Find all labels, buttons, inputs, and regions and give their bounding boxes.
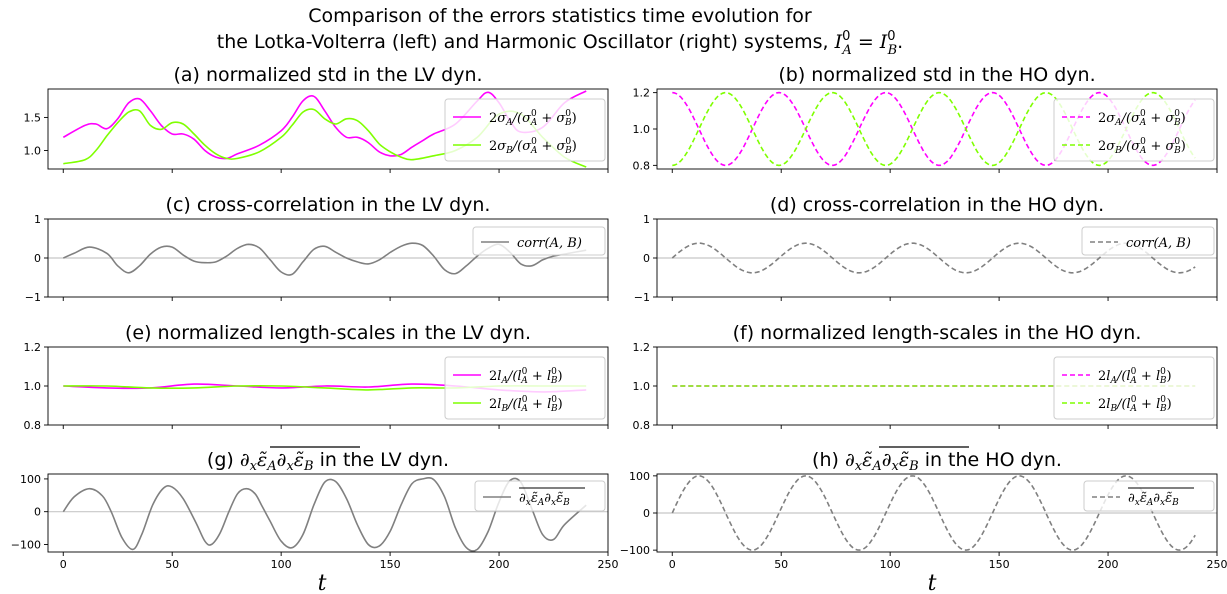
panel-title: (b) normalized std in the HO dyn.: [778, 64, 1095, 86]
legend-box: [1083, 480, 1215, 512]
panel-g: (g) ∂xε̃A∂xε̃B in the LV dyn. −100 0 100 0 50…: [11, 446, 619, 571]
legend: 2σA/(σ0 A + σ0 B) 2σB/(σ0 A + σ0 B): [1053, 98, 1215, 162]
x-axis-label-left: t: [318, 571, 327, 594]
legend-box: [1053, 98, 1215, 162]
panel-title: (d) cross-correlation in the HO dyn.: [770, 194, 1104, 216]
panel-title: (g) ∂xε̃A∂xε̃B in the LV dyn.: [207, 449, 449, 474]
x-tick-label: 50: [774, 558, 788, 571]
x-tick-label: 50: [165, 558, 179, 571]
legend-label: ∂xε̃A∂xε̃B: [1128, 491, 1179, 508]
legend-label: 2σA/(σ0 A + σ0 B): [489, 109, 577, 128]
series-line-1: [671, 242, 1196, 274]
series-line-2: [672, 91, 1196, 167]
panel-title: (h) ∂xε̃A∂xε̃B in the HO dyn.: [812, 449, 1062, 474]
x-tick-label: 0: [60, 558, 67, 571]
panel-h: (h) ∂xε̃A∂xε̃B in the HO dyn. −100 0 100 0 50…: [620, 446, 1227, 571]
panel-title: (c) cross-correlation in the LV dyn.: [166, 194, 491, 216]
legend-box: [444, 98, 606, 162]
x-tick-label: 200: [489, 558, 510, 571]
y-tick-label: 0.8: [633, 159, 651, 172]
panel-title: (a) normalized std in the LV dyn.: [173, 64, 482, 86]
y-tick-label: −100: [11, 538, 41, 551]
x-tick-label: 150: [989, 558, 1010, 571]
legend-label: 2σB/(σ0 A + σ0 B): [489, 137, 577, 156]
panel-c: (c) cross-correlation in the LV dyn. −1 0 1…: [25, 194, 609, 304]
x-tick-label: 250: [1207, 558, 1227, 571]
y-tick-label: 1.0: [24, 144, 42, 157]
series-line-1: [62, 90, 587, 160]
legend-label: corr(A, B): [517, 236, 582, 251]
legend-label: 2σB/(σ0 A + σ0 B): [1098, 137, 1186, 156]
panel-e: (e) normalized length-scales in the LV d…: [24, 322, 609, 432]
legend: 2lA/(l0 A + l0 B) 2lB/(l0 A + l0 B): [1053, 356, 1215, 420]
y-tick-label: −100: [620, 544, 650, 557]
panel-title: (f) normalized length-scales in the HO d…: [733, 322, 1142, 344]
x-tick-label: 250: [598, 558, 619, 571]
legend: corr(A, B): [1081, 226, 1215, 256]
y-tick-label: 1.0: [633, 380, 651, 393]
y-tick-label: 1.2: [24, 341, 42, 354]
y-tick-label: 1.2: [633, 87, 651, 100]
y-tick-label: 100: [20, 473, 41, 486]
y-tick-label: 0.8: [633, 419, 651, 432]
panel-title: (e) normalized length-scales in the LV d…: [125, 322, 531, 344]
legend-label: 2lA/(l0 A + l0 B): [1098, 367, 1172, 386]
figure-title-line1: Comparison of the errors statistics time…: [308, 5, 812, 27]
legend-box: [444, 356, 606, 420]
x-tick-label: 200: [1098, 558, 1119, 571]
y-tick-label: 1.5: [24, 111, 42, 124]
y-tick-label: −1: [25, 291, 41, 304]
axes-frame: [47, 88, 609, 170]
x-tick-label: 150: [380, 558, 401, 571]
legend: 2lA/(l0 A + l0 B) 2lB/(l0 A + l0 B): [444, 356, 606, 420]
figure-title-line2: the Lotka-Volterra (left) and Harmonic O…: [217, 29, 903, 58]
legend-box: [474, 480, 606, 512]
y-tick-label: 0: [34, 252, 41, 265]
y-tick-label: 0: [643, 252, 650, 265]
legend-label: 2lA/(l0 A + l0 B): [489, 367, 563, 386]
panel-a: (a) normalized std in the LV dyn. 1.0 1.5 2…: [24, 64, 609, 173]
y-tick-label: 1: [34, 213, 41, 226]
legend-box: [1081, 226, 1215, 256]
legend: ∂xε̃A∂xε̃B: [1083, 480, 1215, 512]
series-line-1: [672, 91, 1196, 167]
legend: ∂xε̃A∂xε̃B: [474, 480, 606, 512]
x-tick-label: 100: [271, 558, 292, 571]
y-tick-label: 1: [643, 213, 650, 226]
y-tick-label: 0.8: [24, 419, 42, 432]
legend-label: 2lB/(l0 A + l0 B): [489, 395, 563, 414]
y-tick-label: 0: [34, 506, 41, 519]
legend-label: 2σA/(σ0 A + σ0 B): [1098, 109, 1186, 128]
x-tick-label: 100: [880, 558, 901, 571]
legend-box: [472, 226, 606, 256]
panel-f: (f) normalized length-scales in the HO d…: [633, 322, 1218, 432]
axes-frame: [47, 473, 609, 553]
y-tick-label: −1: [634, 291, 650, 304]
legend-label: ∂xε̃A∂xε̃B: [519, 491, 570, 508]
y-tick-label: 1.0: [633, 123, 651, 136]
legend-label: 2lB/(l0 A + l0 B): [1098, 395, 1172, 414]
legend: 2σA/(σ0 A + σ0 B) 2σB/(σ0 A + σ0 B): [444, 98, 606, 162]
y-tick-label: 100: [629, 470, 650, 483]
y-tick-label: 1.2: [633, 341, 651, 354]
y-tick-label: 0: [643, 507, 650, 520]
x-axis-label-right: t: [928, 571, 937, 594]
series-line-1: [62, 477, 587, 552]
legend: corr(A, B): [472, 226, 606, 256]
y-tick-label: 1.0: [24, 380, 42, 393]
legend-label: corr(A, B): [1126, 236, 1191, 251]
legend-box: [1053, 356, 1215, 420]
x-tick-label: 0: [669, 558, 676, 571]
panel-b: (b) normalized std in the HO dyn. 0.8 1.0 1…: [633, 64, 1218, 173]
panel-d: (d) cross-correlation in the HO dyn. −1 0 1…: [634, 194, 1218, 304]
